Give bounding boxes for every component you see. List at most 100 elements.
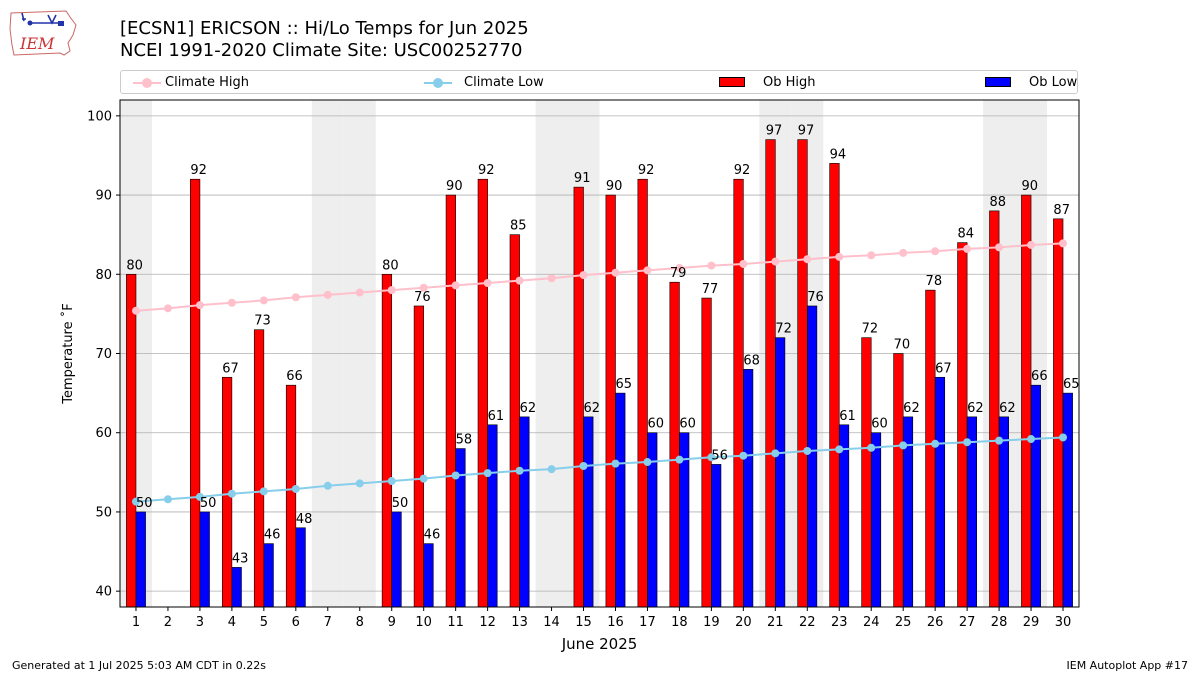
chart-legend: Climate High Climate Low Ob High Ob Low (120, 70, 1078, 94)
bar-ob-high-day-23 (829, 163, 840, 608)
bar-ob-high-day-26 (925, 289, 936, 608)
bar-ob-low-day-1 (135, 511, 146, 608)
bar-ob-low-day-3 (199, 511, 210, 608)
label-ob-low-day-24: 60 (871, 417, 888, 432)
legend-label-ob-high: Ob High (763, 75, 816, 90)
climate-low-line (135, 436, 1064, 503)
label-ob-low-day-4: 43 (232, 551, 249, 566)
y-tick-label-90: 90 (95, 189, 112, 204)
x-tick-label-17: 17 (639, 615, 656, 630)
x-tick-label-1: 1 (132, 615, 140, 630)
y-tick-label-70: 70 (95, 347, 112, 362)
climate-low-point-day-5 (259, 487, 268, 496)
climate-high-point-day-15 (579, 271, 588, 280)
iowa-outline-shape (9, 10, 77, 56)
climate-high-point-day-8 (355, 288, 364, 297)
bar-ob-low-day-20 (743, 369, 754, 608)
label-ob-high-day-5: 73 (254, 314, 271, 329)
x-tick-label-28: 28 (991, 615, 1008, 630)
bar-ob-low-day-5 (263, 543, 274, 608)
bar-ob-high-day-28 (989, 210, 1000, 608)
legend-marker-climate-low (433, 78, 443, 88)
bar-ob-high-day-24 (861, 337, 872, 608)
bar-ob-high-day-27 (957, 242, 968, 608)
climate-low-point-day-3 (195, 492, 204, 501)
bar-ob-low-day-12 (487, 424, 498, 608)
climate-low-point-day-17 (643, 458, 652, 467)
x-tick-label-13: 13 (511, 615, 528, 630)
climate-low-point-day-1 (131, 497, 140, 506)
climate-high-point-day-26 (931, 247, 940, 256)
label-ob-low-day-18: 60 (679, 417, 696, 432)
label-ob-high-day-23: 94 (830, 147, 847, 162)
climate-low-point-day-19 (707, 453, 716, 462)
climate-high-point-day-20 (739, 259, 748, 268)
bar-ob-high-day-13 (509, 234, 520, 608)
label-ob-high-day-19: 77 (702, 282, 719, 297)
climate-high-point-day-9 (387, 286, 396, 295)
label-ob-high-day-29: 90 (1021, 179, 1038, 194)
bar-ob-high-day-20 (733, 178, 744, 608)
legend-swatch-ob-high (719, 77, 745, 87)
bar-ob-high-day-22 (797, 139, 808, 608)
label-ob-high-day-12: 92 (478, 163, 495, 178)
bar-ob-high-day-12 (477, 178, 488, 608)
label-ob-low-day-10: 46 (424, 528, 441, 543)
label-ob-high-day-22: 97 (798, 124, 815, 139)
bar-ob-high-day-5 (253, 329, 265, 608)
label-ob-high-day-30: 87 (1053, 203, 1070, 218)
logo-text: IEM (19, 34, 55, 53)
legend-swatch-ob-low (985, 77, 1011, 87)
bar-ob-high-day-16 (605, 194, 616, 608)
label-ob-high-day-20: 92 (734, 163, 751, 178)
climate-low-point-day-22 (803, 446, 812, 455)
bar-ob-high-day-17 (637, 178, 648, 608)
legend-label-climate-high: Climate High (165, 75, 250, 90)
x-tick-label-2: 2 (164, 615, 172, 630)
label-ob-low-day-21: 72 (775, 322, 792, 337)
x-tick-label-16: 16 (607, 615, 624, 630)
chart-title: [ECSN1] ERICSON :: Hi/Lo Temps for Jun 2… (120, 18, 529, 39)
bar-ob-low-day-19 (711, 464, 722, 608)
x-tick-label-11: 11 (447, 615, 464, 630)
bar-ob-low-day-6 (295, 527, 306, 608)
bar-ob-high-day-9 (381, 273, 393, 608)
climate-high-point-day-16 (611, 268, 620, 277)
x-tick-label-23: 23 (831, 615, 848, 630)
y-tick-label-80: 80 (95, 268, 112, 283)
label-ob-high-day-26: 78 (926, 274, 943, 289)
label-ob-high-day-4: 67 (222, 361, 239, 376)
climate-low-point-day-6 (291, 484, 300, 493)
climate-high-point-day-23 (835, 252, 844, 261)
label-ob-low-day-17: 60 (647, 417, 664, 432)
climate-low-point-day-26 (931, 439, 940, 448)
bar-ob-low-day-16 (615, 392, 626, 608)
climate-high-point-day-13 (515, 276, 524, 285)
label-ob-low-day-20: 68 (743, 353, 760, 368)
climate-high-point-day-1 (131, 306, 140, 315)
label-ob-low-day-28: 62 (999, 401, 1016, 416)
climate-low-point-day-12 (483, 469, 492, 478)
climate-high-point-day-2 (163, 304, 172, 313)
bar-ob-high-day-25 (893, 353, 904, 608)
climate-high-point-day-12 (483, 278, 492, 287)
climate-low-point-day-15 (579, 461, 588, 470)
climate-low-point-day-20 (739, 451, 748, 460)
climate-high-point-day-24 (867, 251, 876, 260)
climate-high-line (135, 242, 1064, 312)
label-ob-low-day-27: 62 (967, 401, 984, 416)
climate-low-point-day-13 (515, 466, 524, 475)
x-tick-label-19: 19 (703, 615, 720, 630)
climate-low-point-day-7 (323, 481, 332, 490)
climate-low-point-day-16 (611, 459, 620, 468)
climate-low-point-day-28 (995, 436, 1004, 445)
climate-low-point-day-10 (419, 474, 428, 483)
label-ob-low-day-5: 46 (264, 528, 281, 543)
climate-low-point-day-29 (1027, 435, 1036, 444)
x-tick-label-30: 30 (1055, 615, 1072, 630)
chart-subtitle: NCEI 1991-2020 Climate Site: USC00252770 (120, 40, 523, 61)
climate-high-point-day-5 (259, 296, 268, 305)
climate-high-point-day-11 (451, 281, 460, 290)
bar-ob-low-day-10 (423, 543, 434, 608)
climate-high-point-day-19 (707, 261, 716, 270)
